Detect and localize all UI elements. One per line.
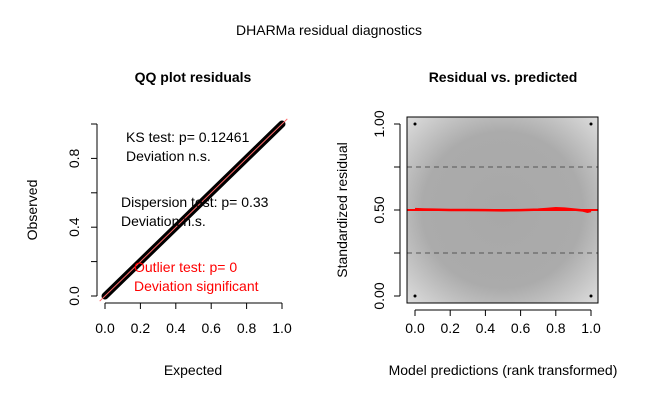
outlier-line-2: Deviation significant — [134, 278, 259, 294]
plot-box — [406, 116, 599, 304]
main-title: DHARMa residual diagnostics — [236, 22, 422, 38]
residual-point — [589, 294, 593, 298]
quantile-regression-line — [414, 207, 592, 214]
x-tick-label: 0.2 — [131, 320, 151, 336]
x-tick-label: 0.6 — [511, 320, 531, 336]
outlier-line-1: Outlier test: p= 0 — [134, 259, 237, 275]
qq-ylabel: Observed — [24, 180, 40, 241]
y-tick-label: 0.50 — [371, 196, 387, 223]
y-tick-label: 0.4 — [66, 217, 82, 237]
resid-title: Residual vs. predicted — [429, 69, 578, 85]
resid-ylabel: Standardized residual — [334, 142, 350, 277]
residual-point — [413, 294, 417, 298]
residual-plot-panel: Residual vs. predicted Model predictions… — [334, 69, 617, 378]
ks-annotation: KS test: p= 0.12461 Deviation n.s. — [126, 129, 250, 164]
x-tick-label: 0.8 — [237, 320, 257, 336]
dispersion-line-1: Dispersion test: p= 0.33 — [121, 194, 269, 210]
residual-point — [413, 122, 417, 126]
y-tick-label: 0.00 — [371, 282, 387, 309]
dispersion-annotation: Dispersion test: p= 0.33 Deviation n.s. — [121, 194, 269, 229]
residual-point — [589, 122, 593, 126]
ks-line-1: KS test: p= 0.12461 — [126, 129, 250, 145]
resid-xlabel: Model predictions (rank transformed) — [389, 362, 618, 378]
ks-line-2: Deviation n.s. — [126, 148, 211, 164]
qq-plot-panel: QQ plot residuals Expected Observed 0.0 0… — [24, 69, 292, 378]
x-tick-label: 0.4 — [166, 320, 186, 336]
x-tick-label: 1.0 — [581, 320, 601, 336]
x-tick-label: 0.4 — [476, 320, 496, 336]
outlier-annotation: Outlier test: p= 0 Deviation significant — [134, 259, 259, 294]
y-tick-label: 0.0 — [66, 286, 82, 306]
qq-reference-line — [99, 118, 288, 302]
x-tick-label: 0.6 — [201, 320, 221, 336]
x-tick-label: 1.0 — [272, 320, 292, 336]
x-tick-label: 0.2 — [440, 320, 460, 336]
dispersion-line-2: Deviation n.s. — [121, 213, 206, 229]
x-tick-label: 0.0 — [405, 320, 425, 336]
x-tick-label: 0.8 — [546, 320, 566, 336]
y-tick-label: 1.00 — [371, 110, 387, 137]
y-tick-label: 0.8 — [66, 148, 82, 168]
qq-xlabel: Expected — [164, 362, 222, 378]
qq-title: QQ plot residuals — [135, 69, 252, 85]
x-tick-label: 0.0 — [95, 320, 115, 336]
